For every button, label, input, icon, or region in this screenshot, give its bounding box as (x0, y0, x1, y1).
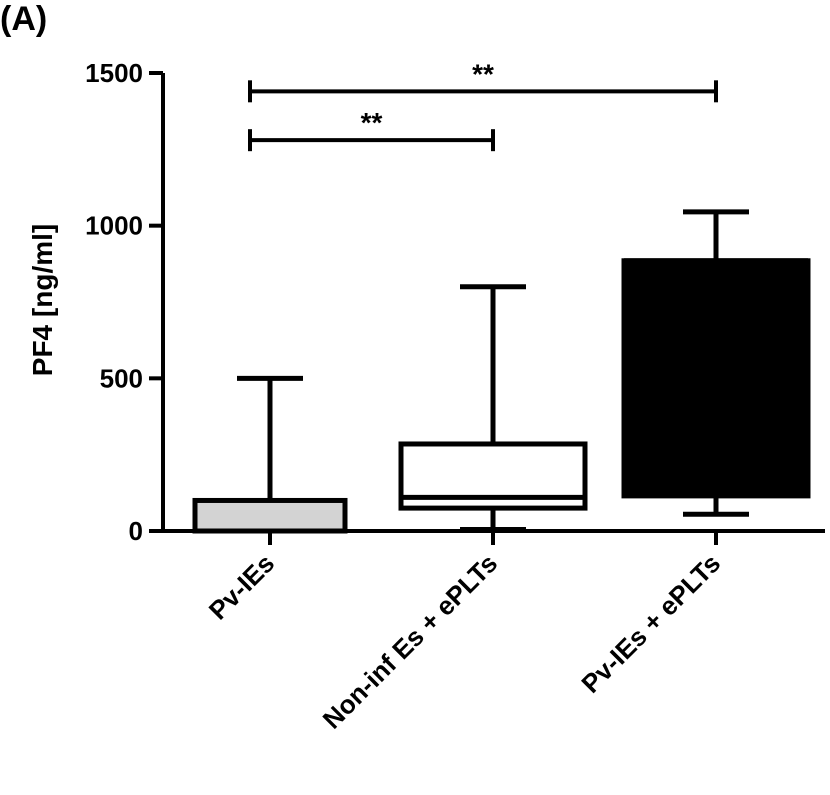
y-axis-title: PF4 [ng/ml] (27, 224, 58, 376)
significance-label: ** (472, 58, 494, 89)
box-2 (398, 284, 588, 532)
box-1 (192, 375, 348, 534)
y-tick-label: 500 (100, 363, 143, 393)
y-tick-label: 0 (129, 516, 143, 546)
x-tick-label: Pv-IEs (203, 548, 280, 625)
x-tick-label: Pv-IEs + ePLTs (575, 548, 726, 699)
box-rect (621, 258, 811, 499)
significance-bracket-1: ** (248, 107, 495, 152)
significance-group: ** ** (248, 58, 718, 152)
box-3 (621, 209, 811, 517)
box-group (192, 209, 811, 534)
y-tick-label: 1000 (85, 211, 143, 241)
panel-label: (A) (0, 0, 48, 38)
significance-label: ** (361, 107, 383, 138)
significance-bracket-2: ** (248, 58, 718, 103)
x-tick-label: Non-inf Es + ePLTs (317, 548, 504, 735)
box-rect (192, 497, 348, 534)
y-tick-label: 1500 (85, 58, 143, 88)
